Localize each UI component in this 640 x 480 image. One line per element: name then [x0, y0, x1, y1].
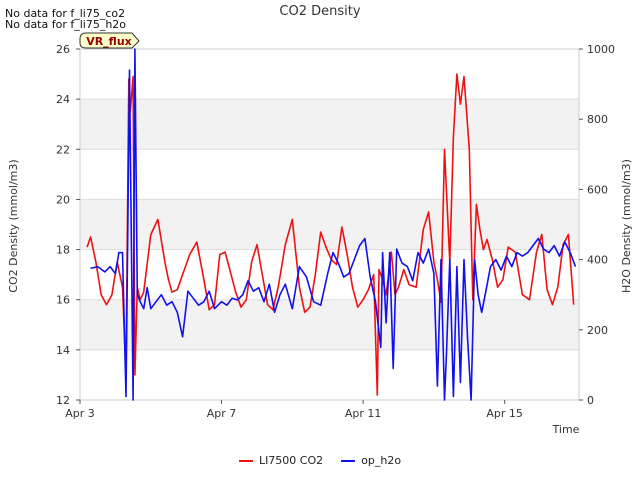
legend: LI7500 CO2 op_h2o — [0, 454, 640, 467]
x-tick-label: Apr 15 — [486, 407, 523, 420]
legend-swatch-red — [238, 459, 253, 462]
legend-label: op_h2o — [361, 454, 402, 467]
x-axis-title: Time — [552, 423, 580, 436]
y-tick-label: 12 — [56, 394, 70, 407]
y-tick-label: 14 — [56, 344, 70, 357]
no-data-note-h2o: No data for f_li75_h2o — [5, 18, 127, 31]
x-tick-label: Apr 11 — [345, 407, 382, 420]
series-line-li7500-co2 — [86, 73, 575, 396]
site-badge-shape — [79, 32, 140, 49]
legend-item-li7500-co2: LI7500 CO2 — [238, 454, 324, 467]
x-axis-ticks: Apr 3 Apr 7 Apr 11 Apr 15 — [65, 400, 523, 420]
series-line-op-h2o — [90, 48, 577, 401]
site-badge: VR_flux — [79, 32, 140, 49]
y2-tick-label: 0 — [587, 394, 594, 407]
band-rect — [80, 199, 579, 250]
legend-item-op-h2o: op_h2o — [341, 454, 401, 467]
y-tick-label: 16 — [56, 294, 70, 307]
chart-title: CO2 Density — [279, 4, 360, 19]
site-badge-label: VR_flux — [86, 35, 132, 48]
x-tick-label: Apr 3 — [65, 407, 95, 420]
y-tick-label: 24 — [56, 93, 70, 106]
y-axis-left-ticks: 12 14 16 18 20 22 24 26 — [56, 43, 80, 407]
y2-tick-label: 200 — [587, 324, 608, 337]
band-rect — [80, 99, 579, 150]
y-axis-left-title: CO2 Density (mmol/m3) — [7, 159, 20, 292]
y-axis-right-ticks: 0 200 400 600 800 1000 — [579, 43, 615, 407]
x-tick-label: Apr 7 — [207, 407, 237, 420]
y-tick-label: 26 — [56, 43, 70, 56]
y-tick-label: 20 — [56, 193, 70, 206]
legend-swatch-blue — [341, 459, 356, 462]
y2-tick-label: 600 — [587, 183, 608, 196]
band-rect — [80, 299, 579, 350]
legend-label: LI7500 CO2 — [258, 454, 324, 467]
y-tick-label: 22 — [56, 143, 70, 156]
background-bands — [80, 99, 579, 350]
plot-frame — [79, 48, 580, 401]
no-data-note-co2: No data for f_li75_co2 — [5, 7, 126, 20]
y2-tick-label: 800 — [587, 113, 608, 126]
y-axis-right-title: H2O Density (mmol/m3) — [620, 159, 633, 293]
y-tick-label: 18 — [56, 244, 70, 257]
series-layer — [86, 48, 577, 401]
y2-tick-label: 400 — [587, 254, 608, 267]
y2-tick-label: 1000 — [587, 43, 615, 56]
